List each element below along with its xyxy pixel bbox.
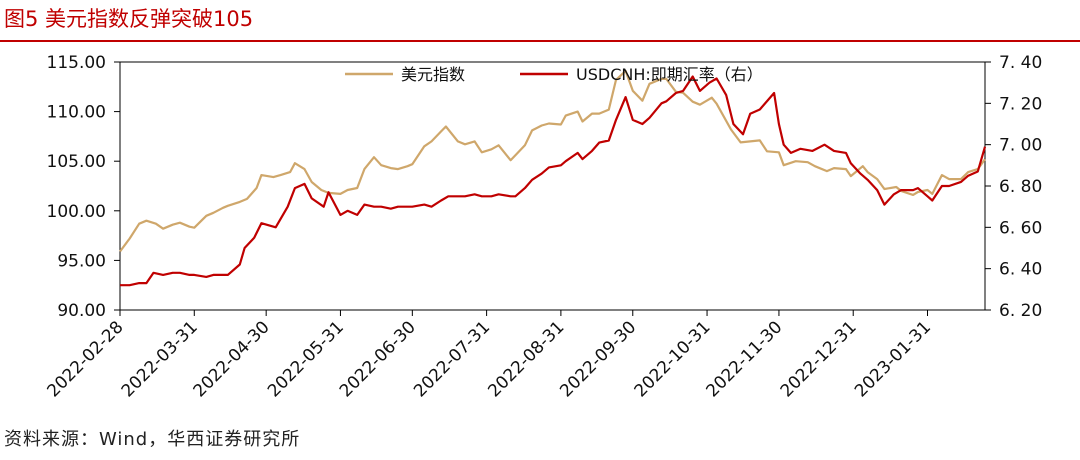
x-tick-label: 2022-12-31 [777,317,861,401]
series-line-usdcnh [120,75,987,287]
y-right-tick-label: 6. 80 [999,177,1042,197]
chart-series [119,69,987,287]
y-right-tick-label: 6. 60 [999,218,1042,238]
x-tick-label: 2022-09-30 [556,317,640,401]
x-tick-label: 2022-07-31 [410,317,494,401]
x-tick-label: 2022-10-31 [631,317,715,401]
x-tick-label: 2022-06-30 [336,317,420,401]
legend-item-usdcnh: USDCNH:即期汇率（右） [520,65,763,84]
y-left-tick-label: 100.00 [47,202,106,222]
y-right-tick-label: 7. 40 [999,53,1042,73]
y-right-tick-label: 7. 00 [999,136,1042,156]
legend-label: USDCNH:即期汇率（右） [576,65,763,84]
source-note: 资料来源：Wind，华西证券研究所 [4,429,301,450]
legend-item-dxy: 美元指数 [345,65,465,84]
x-tick-label: 2022-02-28 [44,317,128,401]
y-left-tick-label: 115.00 [47,53,106,73]
y-left-tick-label: 105.00 [47,152,106,172]
x-tick-label: 2022-05-31 [264,317,348,401]
x-tick-label: 2022-04-30 [190,317,274,401]
y-right-tick-label: 7. 20 [999,94,1042,114]
legend-label: 美元指数 [401,65,465,84]
chart-title: 图5 美元指数反弹突破105 [4,7,254,31]
x-tick-label: 2022-11-30 [702,317,786,401]
x-tick-label: 2023-01-31 [851,317,935,401]
chart-legend: 美元指数 USDCNH:即期汇率（右） [345,65,763,84]
x-tick-label: 2022-08-31 [484,317,568,401]
y-left-tick-label: 90.00 [57,301,106,321]
series-line-dxy [119,69,986,253]
y-right-tick-label: 6. 40 [999,260,1042,280]
plot-frame [119,61,986,311]
y-right-tick-label: 6. 20 [999,301,1042,321]
y-left-tick-label: 110.00 [47,103,106,123]
x-tick-label: 2022-03-31 [118,317,202,401]
y-left-tick-label: 95.00 [57,251,106,271]
title-divider [0,40,1080,42]
